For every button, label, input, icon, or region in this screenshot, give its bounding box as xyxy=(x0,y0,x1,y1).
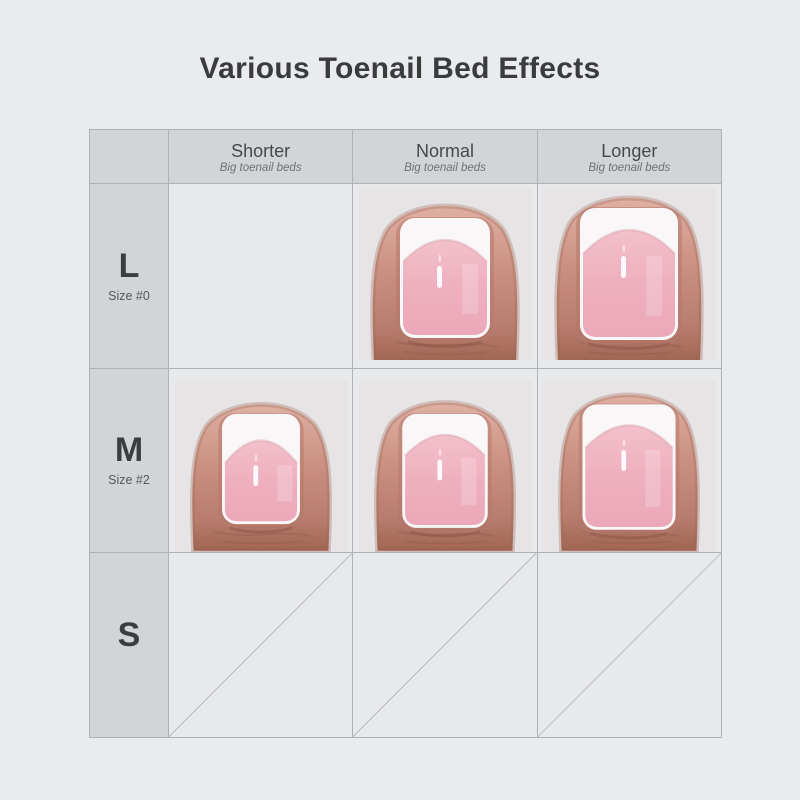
row-header-s: S xyxy=(90,553,168,737)
column-label: Shorter xyxy=(231,140,291,161)
page-title: Various Toenail Bed Effects xyxy=(199,52,601,85)
column-header-longer: Longer Big toenail beds xyxy=(537,130,721,183)
diagonal-slash xyxy=(538,553,721,737)
toenail-photo-longer xyxy=(542,188,717,360)
cell-s-shorter xyxy=(169,553,353,737)
row-header-l: L Size #0 xyxy=(90,184,168,368)
table-corner-cell xyxy=(90,130,168,183)
row-letter: S xyxy=(117,616,141,655)
cell-s-normal xyxy=(353,553,537,737)
cell-m-shorter xyxy=(169,368,353,553)
toenail-photo-normal xyxy=(357,380,532,553)
toenail-photo-shorter xyxy=(173,380,348,553)
diagonal-slash xyxy=(353,553,536,737)
row-size-label: Size #0 xyxy=(108,288,150,303)
column-label: Longer xyxy=(601,140,658,161)
column-label: Normal xyxy=(415,140,474,161)
row-letter: L xyxy=(118,246,140,285)
cell-l-shorter xyxy=(169,184,353,368)
cell-l-longer xyxy=(537,184,721,368)
toenail-photo-longer xyxy=(542,380,717,553)
diagonal-slash xyxy=(169,553,352,737)
row-size-label: Size #2 xyxy=(108,473,150,488)
column-header-shorter: Shorter Big toenail beds xyxy=(169,130,353,183)
cell-m-normal xyxy=(353,368,537,553)
cell-m-longer xyxy=(537,368,721,553)
comparison-table: Shorter Big toenail beds Normal Big toen… xyxy=(89,129,722,738)
cell-s-longer xyxy=(537,553,721,737)
column-subtitle: Big toenail beds xyxy=(404,162,486,175)
column-header-normal: Normal Big toenail beds xyxy=(353,130,537,183)
toenail-photo-normal xyxy=(357,188,532,360)
cell-l-normal xyxy=(353,184,537,368)
column-subtitle: Big toenail beds xyxy=(588,162,671,175)
row-header-m: M Size #2 xyxy=(90,368,168,553)
row-letter: M xyxy=(114,431,144,470)
column-subtitle: Big toenail beds xyxy=(219,162,302,175)
